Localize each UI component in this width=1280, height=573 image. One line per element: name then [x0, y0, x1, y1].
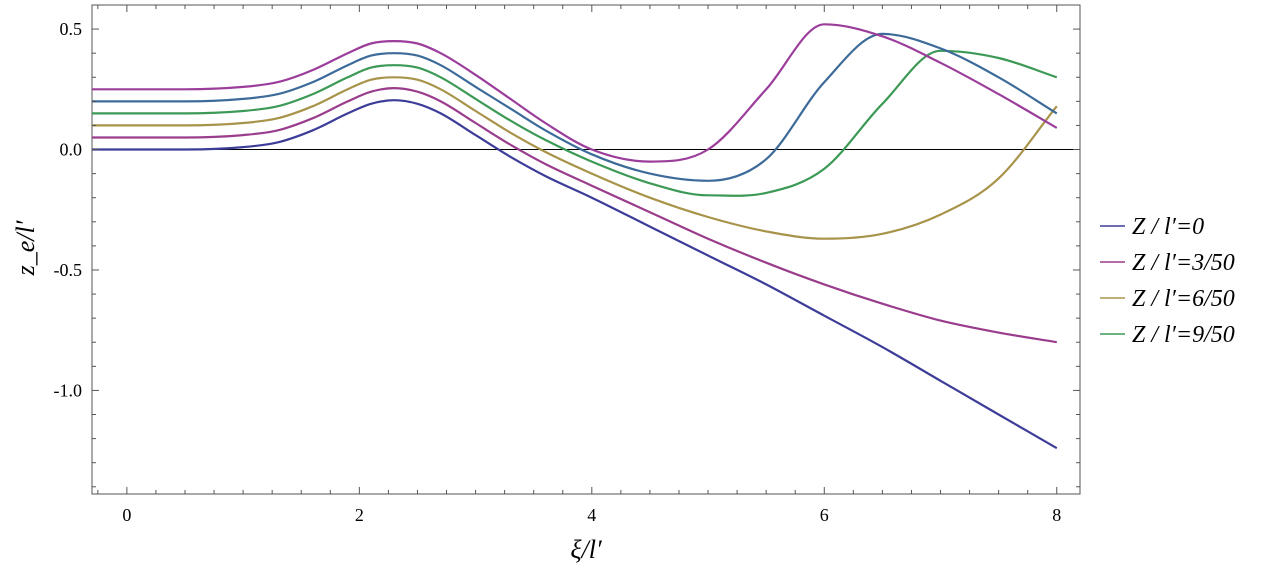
x-tick-label: 2 — [355, 505, 364, 525]
y-tick-label: -1.0 — [54, 380, 83, 400]
y-tick-label: 0.5 — [60, 19, 83, 39]
series-line-4 — [92, 49, 1058, 197]
x-axis-title: ξ/l′ — [570, 535, 602, 564]
legend-label: Z / l′=9/50 — [1132, 322, 1235, 348]
series-line-1 — [92, 99, 1058, 450]
series-line-3 — [92, 76, 1058, 240]
plot-border — [91, 4, 1081, 495]
legend-label: Z / l′=6/50 — [1132, 286, 1235, 312]
x-tick-label: 8 — [1052, 505, 1061, 525]
ticks-layer — [92, 4, 1080, 494]
y-tick-label: -0.5 — [54, 260, 83, 280]
y-tick-label: 0.0 — [60, 140, 83, 160]
series-line-6 — [92, 23, 1058, 163]
series-layer — [91, 23, 1058, 450]
legend-label: Z / l′=0 — [1132, 214, 1204, 240]
x-tick-label: 6 — [820, 505, 829, 525]
series-line-5 — [91, 32, 1058, 182]
x-tick-label: 4 — [587, 505, 596, 525]
legend-label: Z / l′=3/50 — [1132, 250, 1235, 276]
legend: Z / l′=0 Z / l′=3/50 Z / l′=6/50 Z / l′=9/5… — [1100, 214, 1235, 348]
plot-frame — [91, 4, 1081, 495]
labels-layer: 0 2 4 6 8 0.5 0.0 -0.5 -1.0 — [54, 19, 1062, 525]
y-axis-title: z_e/l′ — [11, 220, 40, 276]
series-line-2 — [91, 86, 1057, 344]
x-tick-label: 0 — [122, 505, 131, 525]
